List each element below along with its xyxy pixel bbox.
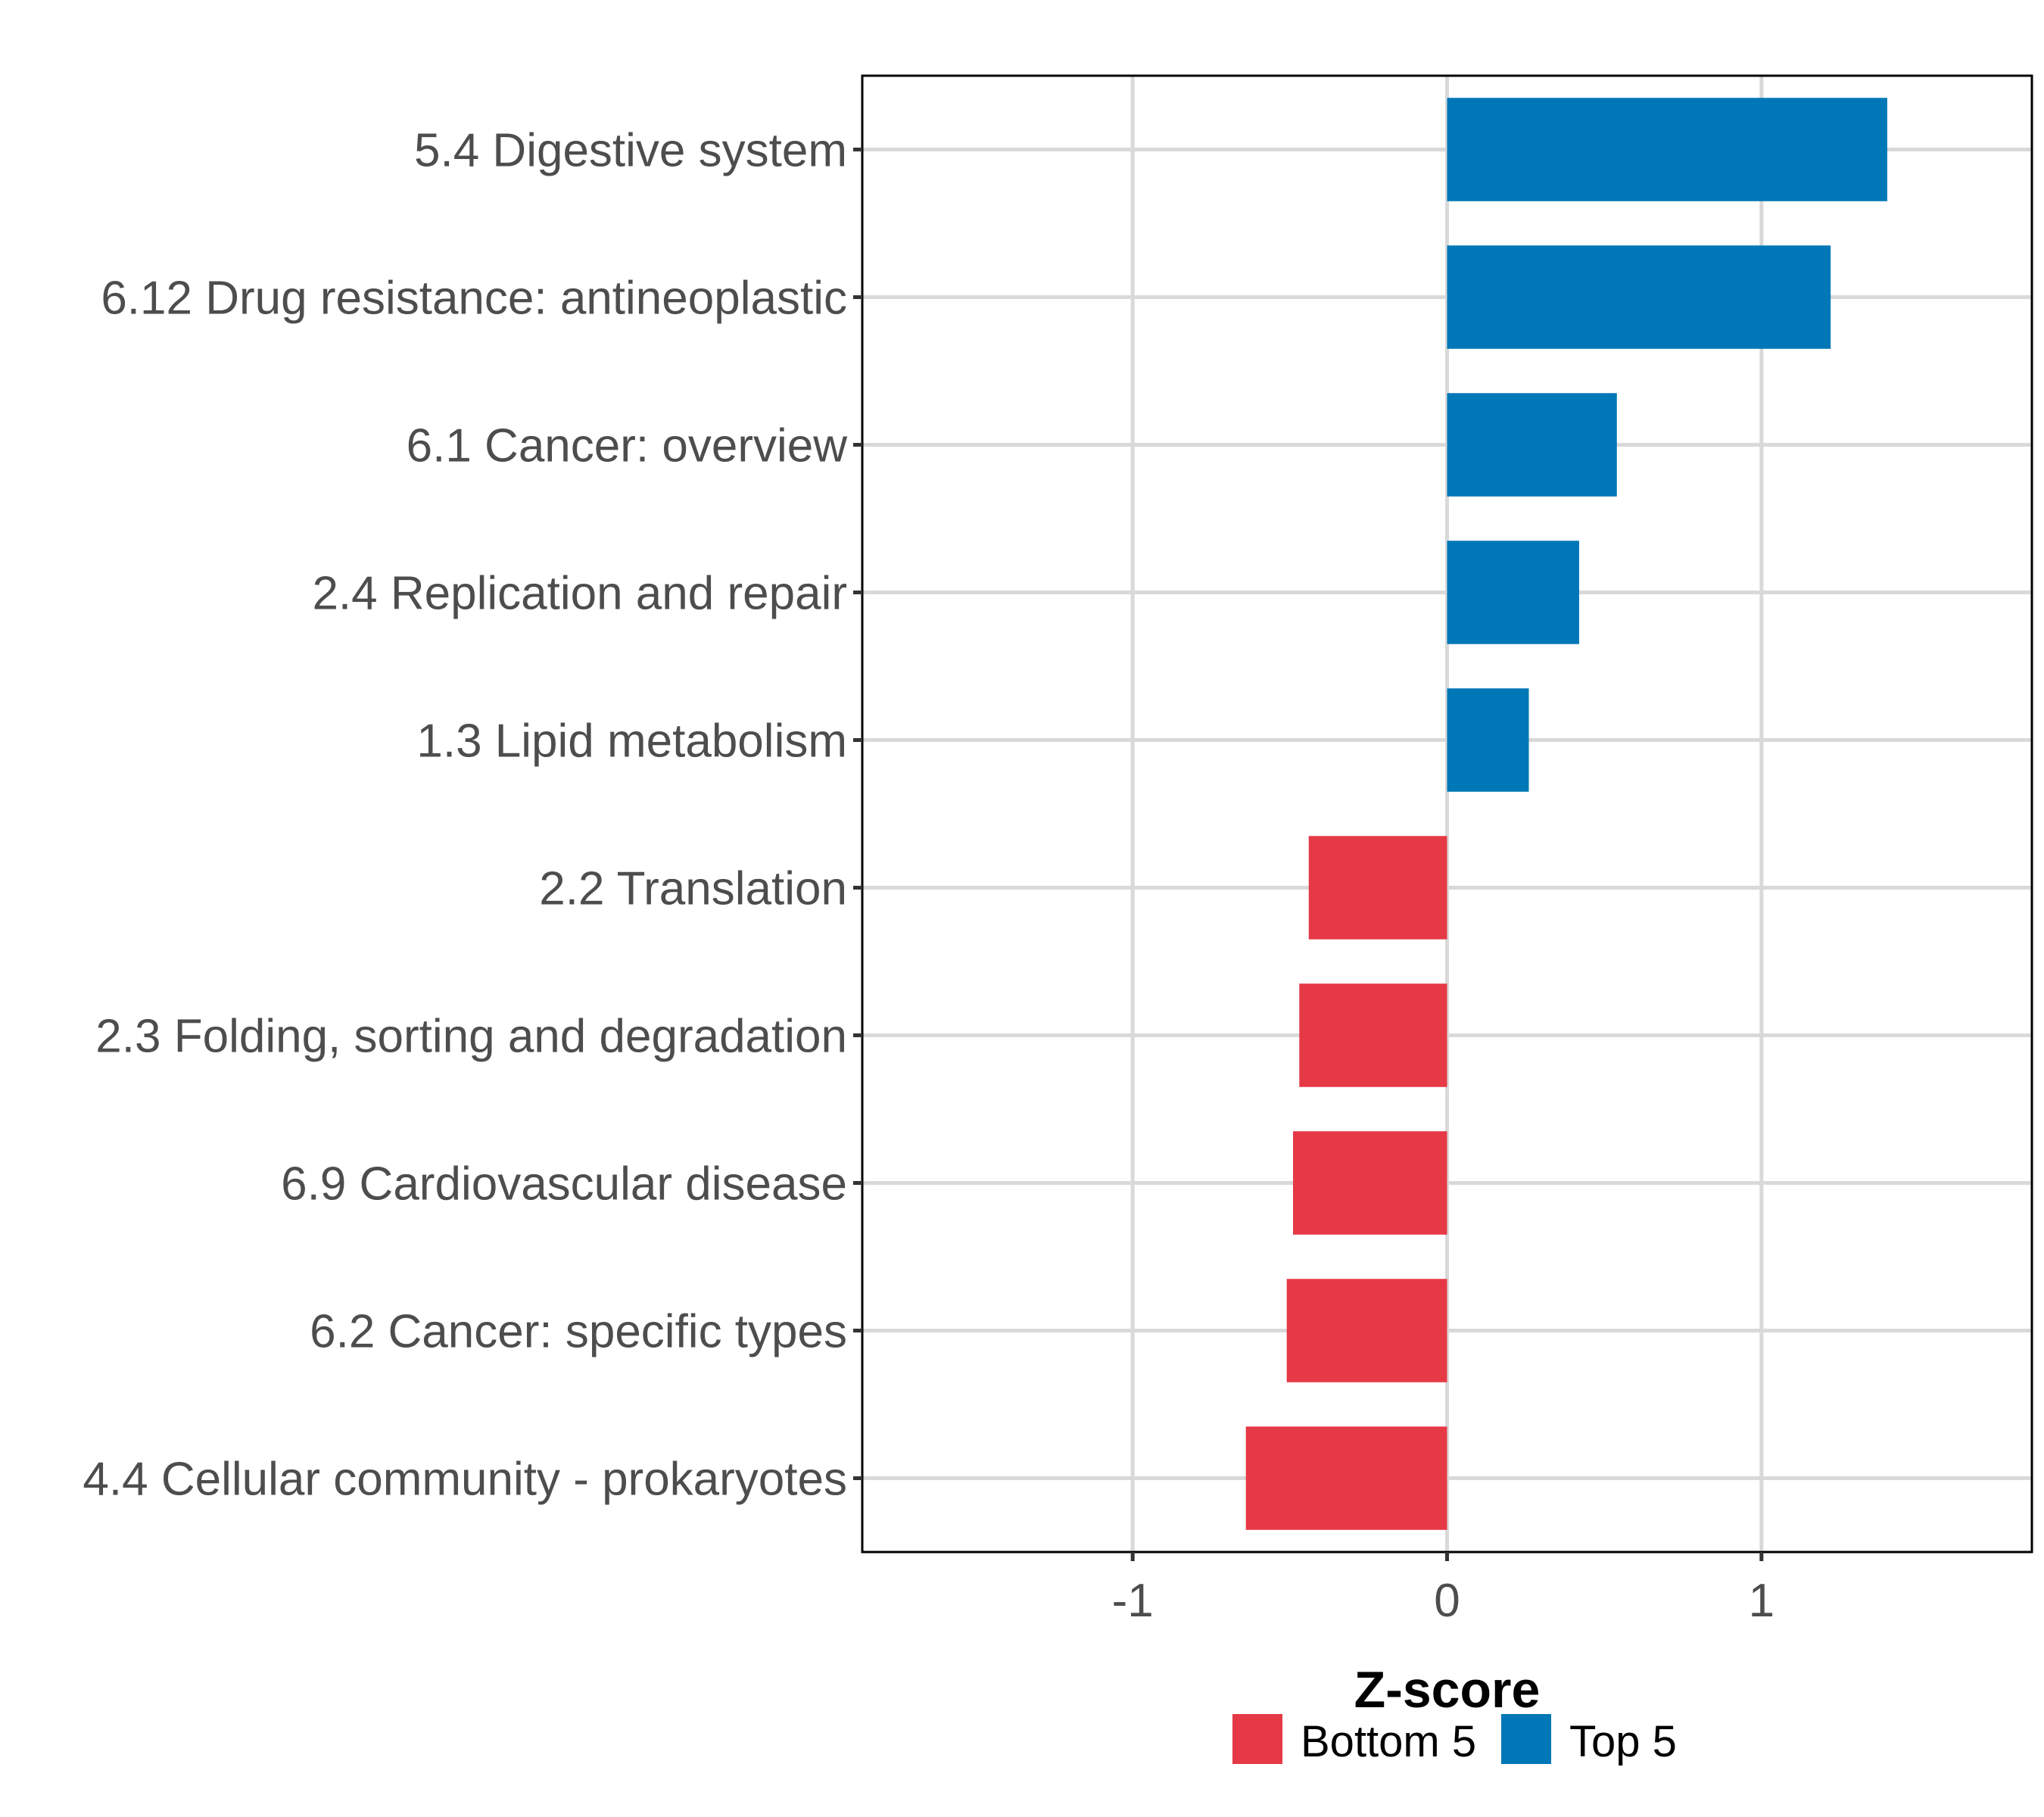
- y-tick-label: 2.3 Folding, sorting and degradation: [95, 1011, 847, 1063]
- y-axis: 5.4 Digestive system 6.12 Drug resistance…: [83, 125, 862, 1506]
- y-tick-label: 5.4 Digestive system: [414, 125, 847, 177]
- x-tick-label: 1: [1749, 1575, 1774, 1627]
- y-tick-label: 2.2 Translation: [539, 863, 847, 915]
- bar-bottom: [1245, 1426, 1447, 1530]
- x-tick-label: -1: [1112, 1575, 1154, 1627]
- bar-bottom: [1292, 1131, 1447, 1235]
- x-axis: -1 0 1: [1112, 1552, 1774, 1627]
- y-tick-label: 4.4 Cellular community - prokaryotes: [83, 1454, 847, 1506]
- y-tick-label: 6.2 Cancer: specific types: [310, 1306, 847, 1358]
- y-tick-label: 6.12 Drug resistance: antineoplastic: [101, 273, 847, 325]
- legend: Bottom 5 Top 5: [1232, 1714, 1677, 1766]
- x-axis-title: Z-score: [1354, 1661, 1541, 1719]
- bar-bottom: [1299, 983, 1447, 1087]
- legend-swatch-bottom: [1232, 1714, 1282, 1764]
- y-tick-label: 2.4 Replication and repair: [312, 568, 847, 620]
- bars: [1245, 98, 1887, 1530]
- y-tick-label: 6.1 Cancer: overview: [407, 420, 848, 472]
- bar-top: [1447, 393, 1617, 497]
- bar-bottom: [1308, 836, 1447, 940]
- bar-bottom: [1286, 1279, 1447, 1382]
- legend-label: Bottom 5: [1301, 1717, 1476, 1766]
- bar-top: [1447, 245, 1831, 349]
- x-tick-label: 0: [1434, 1575, 1460, 1627]
- legend-swatch-top: [1501, 1714, 1551, 1764]
- bar-top: [1447, 688, 1529, 792]
- bar-top: [1447, 541, 1579, 644]
- legend-label: Top 5: [1569, 1717, 1677, 1766]
- y-tick-label: 6.9 Cardiovascular disease: [281, 1158, 847, 1211]
- y-tick-label: 1.3 Lipid metabolism: [416, 715, 847, 768]
- bar-top: [1447, 98, 1887, 201]
